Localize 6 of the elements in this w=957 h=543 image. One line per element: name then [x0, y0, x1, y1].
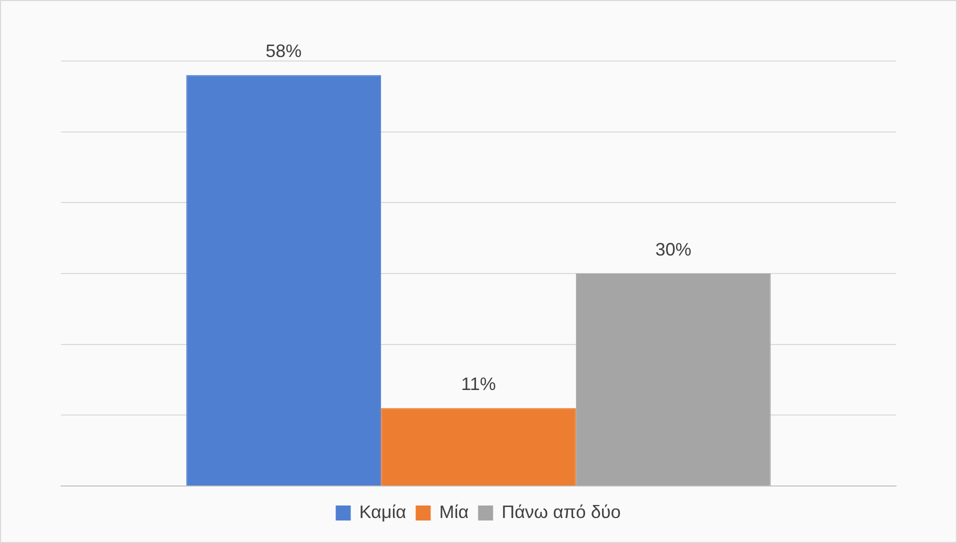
legend-label: Μία	[439, 502, 469, 522]
legend-label: Πάνω από δύο	[502, 502, 621, 522]
data-label: 30%	[655, 239, 692, 260]
data-label: 11%	[461, 374, 496, 394]
legend-label: Καμία	[359, 502, 406, 522]
data-label: 58%	[266, 41, 302, 62]
